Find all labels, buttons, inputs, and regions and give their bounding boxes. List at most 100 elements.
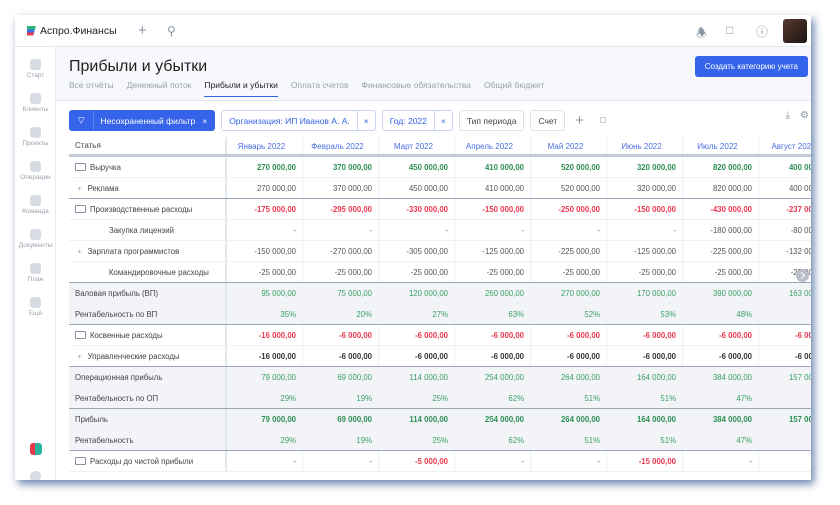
plus-icon[interactable]: +	[138, 22, 147, 39]
create-category-button[interactable]: Создать категорию учета	[694, 56, 808, 77]
table-row[interactable]: Валовая прибыль (ВП) 95 000,00 75 000,00 12…	[69, 283, 811, 304]
sidebar-icon	[30, 263, 41, 274]
folder-icon[interactable]	[75, 205, 86, 213]
column-header[interactable]: Июнь 2022	[607, 137, 683, 154]
value-cell: 320 000,00	[607, 178, 683, 198]
sidebar-item-5[interactable]: Документы	[15, 229, 56, 249]
tab-4[interactable]: Финансовые обязательства	[361, 80, 471, 90]
value-cell: -150 000,00	[227, 241, 303, 261]
value-cell: 264 000,00	[531, 409, 607, 429]
sidebar-item-2[interactable]: Проекты	[15, 127, 56, 147]
tab-3[interactable]: Оплата счетов	[290, 80, 349, 90]
support-chat-icon[interactable]	[15, 471, 56, 480]
table-row[interactable]: Косвенные расходы -16 000,00 -6 000,00 -6 0…	[69, 325, 811, 346]
column-header[interactable]: Июль 2022	[683, 137, 759, 154]
table-row[interactable]: Закупка лицензий-------180 000,00-80 000…	[69, 220, 811, 241]
bell-icon[interactable]: 🕭	[696, 26, 707, 40]
scroll-right-button[interactable]	[796, 269, 809, 282]
table-row[interactable]: Операционная прибыль 79 000,00 69 000,00 11…	[69, 367, 811, 388]
bookmark-icon[interactable]: □	[600, 115, 607, 126]
column-header[interactable]: Август 2022	[759, 137, 811, 154]
value-cell: 19%	[303, 430, 379, 450]
folder-icon[interactable]	[75, 163, 86, 171]
expand-plus-icon[interactable]: +	[77, 246, 82, 256]
logo[interactable]: Аспро.Финансы	[27, 25, 117, 37]
close-icon[interactable]: ×	[202, 115, 208, 126]
value-cell: 260 000,00	[455, 283, 531, 303]
tab-2[interactable]: Прибыли и убытки	[204, 80, 278, 97]
sidebar-item-6[interactable]: План	[15, 263, 56, 283]
value-cell: -5 000,00	[379, 451, 455, 471]
sidebar-item-7[interactable]: Ещё	[15, 297, 56, 317]
brand-icon[interactable]	[15, 443, 56, 457]
logo-icon	[27, 25, 36, 36]
table-row[interactable]: Выручка 270 000,00 370 000,00 450 000,00 410…	[69, 157, 811, 178]
table-row[interactable]: + Зарплата программистов -150 000,00 -270 0…	[69, 241, 811, 262]
sidebar-item-1[interactable]: Клиенты	[15, 93, 56, 113]
tabs: Все отчёты Денежный поток Прибыли и убытки…	[69, 80, 544, 97]
table-row[interactable]: Рентабельность по ОП 29% 19% 25% 62% 51% 51% 47…	[69, 388, 811, 409]
tab-5[interactable]: Общий бюджет	[484, 80, 545, 90]
sidebar-item-3[interactable]: Операции	[15, 161, 56, 181]
value-cell: -180 000,00	[683, 220, 759, 240]
value-cell: -25 000,00	[227, 262, 303, 282]
close-icon[interactable]: ×	[433, 111, 452, 130]
value-cell: -6 000,00	[683, 325, 759, 345]
folder-icon[interactable]	[75, 331, 86, 339]
tab-1[interactable]: Денежный поток	[126, 80, 192, 90]
table-row[interactable]: Рентабельность 29% 19% 25% 62% 51% 51% 47%	[69, 430, 811, 451]
table-row[interactable]: + Реклама 270 000,00 370 000,00 450 000,00 41…	[69, 178, 811, 199]
value-cell: 79 000,00	[227, 367, 303, 387]
sidebar-icon	[30, 59, 41, 70]
sidebar-item-label: Клиенты	[22, 106, 49, 113]
table-row[interactable]: Производственные расходы -175 000,00 -295 …	[69, 199, 811, 220]
column-header[interactable]: Январь 2022	[227, 137, 303, 154]
chat-icon[interactable]: □	[726, 23, 734, 37]
row-label: Косвенные расходы	[90, 330, 163, 340]
table-row[interactable]: + Управленческие расходы -16 000,00 -6 000,…	[69, 346, 811, 367]
column-header[interactable]: Май 2022	[531, 137, 607, 154]
table-row[interactable]: Командировочные расходы -25 000,00 -25 000…	[69, 262, 811, 283]
settings-icon[interactable]: ⚙	[800, 110, 809, 121]
tab-0[interactable]: Все отчёты	[69, 80, 114, 90]
value-cell: -	[531, 451, 607, 471]
folder-icon[interactable]	[75, 457, 86, 465]
expand-plus-icon[interactable]: +	[77, 183, 82, 193]
column-header[interactable]: Апрель 2022	[455, 137, 531, 154]
table-row[interactable]: Расходы до чистой прибыли - - -5 000,00- - -1…	[69, 451, 811, 472]
account-filter[interactable]: Счет	[530, 110, 566, 131]
value-cell: 51%	[531, 430, 607, 450]
column-header[interactable]: Март 2022	[379, 137, 455, 154]
search-icon[interactable]: ⚲	[167, 24, 176, 38]
column-header[interactable]: Статья	[69, 137, 227, 154]
row-label: Управленческие расходы	[87, 351, 180, 361]
row-label-cell: Командировочные расходы	[69, 262, 227, 282]
avatar[interactable]	[783, 19, 807, 43]
unsaved-filter-chip[interactable]: ▽ Несохраненный фильтр ×	[69, 110, 216, 131]
year-filter-chip[interactable]: Год: 2022 ×	[381, 110, 453, 131]
row-label-cell: Прибыль	[69, 409, 227, 429]
table-row[interactable]: Прибыль 79 000,00 69 000,00 114 000,00 254 0…	[69, 409, 811, 430]
period-type-filter[interactable]: Тип периода	[458, 110, 525, 131]
value-cell: 114 000,00	[379, 367, 455, 387]
column-header[interactable]: Февраль 2022	[303, 137, 379, 154]
row-label-cell: Валовая прибыль (ВП)	[69, 283, 227, 303]
help-icon[interactable]: ⓘ	[756, 25, 769, 39]
table-tools: ⤓ ⚙	[786, 110, 809, 121]
sidebar-item-4[interactable]: Команда	[15, 195, 56, 215]
organization-filter-chip[interactable]: Организация: ИП Иванов А. А. ×	[221, 110, 376, 131]
value-cell: -6 000,00	[455, 325, 531, 345]
value-cell: 20%	[303, 304, 379, 324]
value-cell: -6 000,00	[607, 346, 683, 366]
download-icon[interactable]: ⤓	[785, 110, 791, 121]
expand-plus-icon[interactable]: +	[77, 351, 82, 361]
value-cell: -6 000,00	[303, 346, 379, 366]
add-filter-icon[interactable]: +	[575, 112, 585, 129]
value-cell: -	[227, 220, 303, 240]
sidebar-item-label: Команда	[22, 208, 49, 215]
value-cell: -	[379, 220, 455, 240]
row-label: Зарплата программистов	[87, 246, 180, 256]
sidebar-item-0[interactable]: Старт	[15, 59, 56, 79]
table-row[interactable]: Рентабельность по ВП 35% 20% 27% 63% 52% 53% 48…	[69, 304, 811, 325]
close-icon[interactable]: ×	[356, 111, 375, 130]
